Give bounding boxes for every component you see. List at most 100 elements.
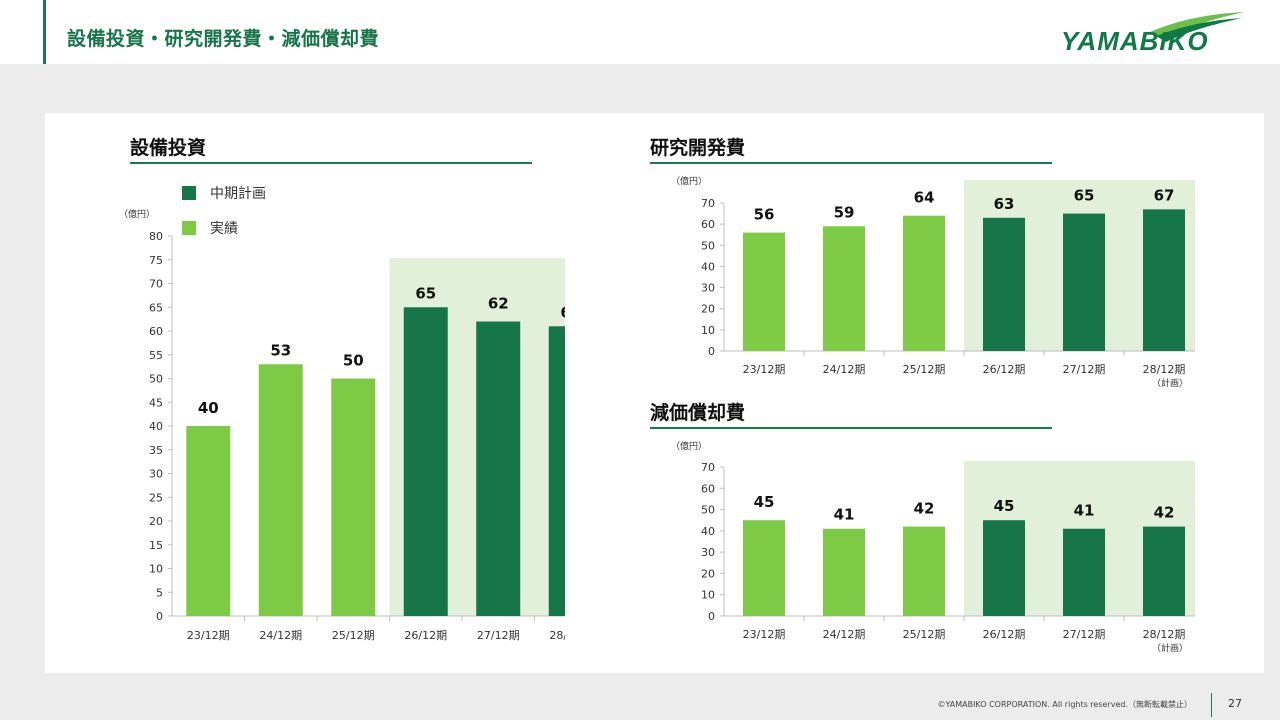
- depr-x-tick-label: 27/12期: [1063, 628, 1106, 641]
- rnd-x-tick-label: 28/12期: [1143, 363, 1186, 376]
- rnd-x-tick-label: 23/12期: [743, 363, 786, 376]
- footer-divider: [1211, 693, 1212, 717]
- capex-y-tick-label: 35: [149, 444, 163, 457]
- depr-y-tick-label: 70: [701, 461, 715, 474]
- logo-text: YAMABIKO: [1061, 26, 1209, 56]
- depr-data-label: 41: [834, 506, 855, 524]
- rnd-bar: [1063, 213, 1105, 351]
- capex-bar: [476, 321, 521, 616]
- depr-data-label: 42: [1154, 504, 1175, 522]
- depr-plan-note: （計画）: [1152, 642, 1188, 654]
- depr-y-tick-label: 10: [701, 589, 715, 602]
- rnd-x-tick-label: 26/12期: [983, 363, 1026, 376]
- rnd-data-label: 63: [994, 195, 1015, 213]
- capex-title-underline: [130, 162, 532, 164]
- depreciation-chart: 0 10 20 30 40 50 60 70 （億円） 45 23/12期 41 24/12期 42 25/…: [671, 440, 1195, 654]
- depreciation-title: 減価償却費: [650, 402, 746, 424]
- depr-y-tick-label: 0: [708, 610, 715, 623]
- rnd-y-tick-label: 50: [701, 239, 715, 252]
- rnd-bar: [903, 215, 945, 351]
- capex-y-tick-label: 60: [149, 325, 163, 338]
- depr-data-label: 41: [1074, 502, 1095, 520]
- rnd-y-tick-label: 70: [701, 197, 715, 210]
- rnd-y-tick-label: 20: [701, 303, 715, 316]
- capex-data-label: 62: [488, 295, 509, 313]
- header: 設備投資・研究開発費・減価償却費 YAMABIKO: [0, 0, 1280, 64]
- capex-data-label: 65: [415, 284, 436, 302]
- header-accent-bar: [43, 0, 46, 64]
- capex-y-tick-label: 40: [149, 420, 163, 433]
- content-panel: 設備投資 研究開発費 減価償却費 中期計画 実績 0 5 10 15 20 25 30 35 4…: [45, 113, 1264, 673]
- rnd-x-tick-label: 24/12期: [823, 363, 866, 376]
- rnd-chart: 0 10 20 30 40 50 60 70 （億円） 56 23/12期 59 24/12期 64 25/…: [671, 175, 1195, 389]
- capex-data-label: 50: [343, 352, 364, 370]
- page-title: 設備投資・研究開発費・減価償却費: [67, 28, 380, 50]
- rnd-title: 研究開発費: [650, 137, 746, 159]
- legend-plan-swatch: [182, 186, 196, 200]
- depr-x-tick-label: 23/12期: [743, 628, 786, 641]
- capex-y-tick-label: 55: [149, 349, 163, 362]
- rnd-data-label: 64: [914, 189, 935, 207]
- yamabiko-logo: YAMABIKO: [1058, 10, 1248, 56]
- rnd-unit-label: （億円）: [671, 175, 707, 187]
- rnd-x-tick-label: 25/12期: [903, 363, 946, 376]
- legend-plan: 中期計画: [182, 183, 266, 203]
- capex-y-tick-label: 30: [149, 468, 163, 481]
- depr-x-tick-label: 24/12期: [823, 628, 866, 641]
- rnd-bar: [743, 232, 785, 351]
- depr-data-label: 42: [914, 500, 935, 518]
- legend-plan-label: 中期計画: [210, 186, 266, 202]
- rnd-y-tick-label: 40: [701, 260, 715, 273]
- page-number: 27: [1228, 697, 1242, 710]
- capex-y-tick-label: 15: [149, 539, 163, 552]
- rnd-title-underline: [650, 162, 1052, 164]
- rnd-data-label: 65: [1074, 187, 1095, 205]
- capex-x-tick-label: 27/12期: [477, 629, 520, 642]
- legend-actual: 実績: [182, 218, 238, 238]
- capex-y-tick-label: 65: [149, 301, 163, 314]
- capex-bar: [258, 364, 303, 616]
- rnd-bar: [983, 217, 1025, 351]
- capex-x-tick-label: 23/12期: [187, 629, 230, 642]
- depreciation-title-underline: [650, 427, 1052, 429]
- depr-bar: [823, 528, 865, 616]
- rnd-bar: [1143, 209, 1185, 351]
- capex-chart: 0 5 10 15 20 25 30 35 40 45 50 55 60 65 70 75 80 （億円） 40 23…: [119, 208, 565, 656]
- depr-bar: [743, 520, 785, 616]
- capex-x-tick-label: 28/12期: [549, 629, 565, 642]
- capex-x-tick-label: 26/12期: [404, 629, 447, 642]
- capex-y-tick-label: 20: [149, 515, 163, 528]
- rnd-x-tick-label: 27/12期: [1063, 363, 1106, 376]
- capex-y-tick-label: 70: [149, 278, 163, 291]
- capex-y-tick-label: 0: [156, 610, 163, 623]
- rnd-data-label: 56: [754, 206, 775, 224]
- depr-bar: [1143, 526, 1185, 616]
- depr-y-tick-label: 50: [701, 504, 715, 517]
- capex-y-tick-label: 75: [149, 254, 163, 267]
- depr-data-label: 45: [994, 497, 1015, 515]
- capex-x-tick-label: 25/12期: [332, 629, 375, 642]
- depr-bar: [903, 526, 945, 616]
- rnd-y-tick-label: 30: [701, 282, 715, 295]
- capex-bar: [403, 307, 448, 616]
- rnd-bar: [823, 226, 865, 351]
- depr-bar: [983, 520, 1025, 616]
- legend-actual-label: 実績: [210, 221, 238, 237]
- legend-actual-swatch: [182, 221, 196, 235]
- rnd-y-tick-label: 10: [701, 324, 715, 337]
- depr-x-tick-label: 26/12期: [983, 628, 1026, 641]
- depr-x-tick-label: 28/12期: [1143, 628, 1186, 641]
- capex-y-tick-label: 10: [149, 563, 163, 576]
- copyright-text: ©YAMABIKO CORPORATION. All rights reserv…: [937, 700, 1192, 709]
- depr-x-tick-label: 25/12期: [903, 628, 946, 641]
- capex-y-tick-label: 45: [149, 396, 163, 409]
- capex-data-label: 53: [270, 341, 291, 359]
- depr-unit-label: （億円）: [671, 440, 707, 452]
- capex-bar: [186, 426, 231, 616]
- depr-y-tick-label: 40: [701, 525, 715, 538]
- rnd-plan-note: （計画）: [1152, 377, 1188, 389]
- depr-y-tick-label: 30: [701, 546, 715, 559]
- rnd-data-label: 59: [834, 203, 855, 221]
- capex-bar: [548, 326, 565, 616]
- rnd-y-tick-label: 0: [708, 345, 715, 358]
